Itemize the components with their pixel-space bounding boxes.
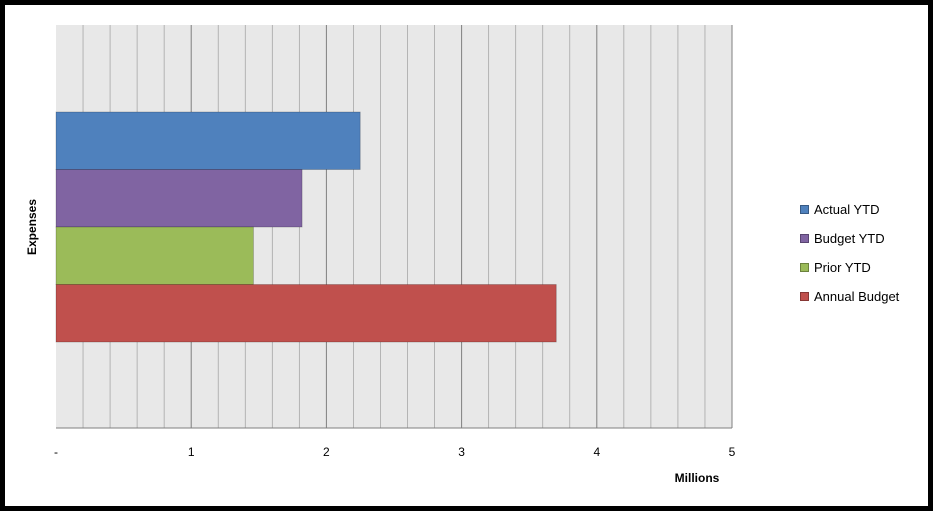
- x-tick-label: 4: [593, 445, 600, 459]
- y-axis-title: Expenses: [25, 199, 39, 255]
- x-tick-label: -: [54, 445, 58, 459]
- bar-annual-budget: [55, 284, 557, 343]
- legend-label: Prior YTD: [814, 260, 871, 275]
- bars: [55, 111, 557, 343]
- legend-swatch: [800, 234, 809, 243]
- x-tick-label: 2: [323, 445, 330, 459]
- bar-actual-ytd: [55, 111, 361, 170]
- legend-item: Actual YTD: [800, 200, 930, 219]
- bar-prior-ytd: [55, 226, 254, 285]
- legend-item: Annual Budget: [800, 287, 930, 306]
- legend-label: Actual YTD: [814, 202, 880, 217]
- x-axis-title: Millions: [675, 471, 720, 485]
- legend-label: Annual Budget: [814, 289, 900, 304]
- x-tick-labels: - 1 2 3 4 5: [54, 445, 736, 459]
- x-tick-label: 3: [458, 445, 465, 459]
- legend-item: Prior YTD: [800, 258, 930, 277]
- grid-major: [190, 25, 733, 428]
- legend: Actual YTD Budget YTD Prior YTD Annual Budg…: [800, 200, 930, 316]
- legend-swatch: [800, 263, 809, 272]
- bar-budget-ytd: [55, 169, 303, 228]
- legend-label: Budget YTD: [814, 231, 885, 246]
- x-tick-label: 5: [729, 445, 736, 459]
- x-tick-label: 1: [188, 445, 195, 459]
- legend-swatch: [800, 292, 809, 301]
- legend-item: Budget YTD: [800, 229, 930, 248]
- legend-swatch: [800, 205, 809, 214]
